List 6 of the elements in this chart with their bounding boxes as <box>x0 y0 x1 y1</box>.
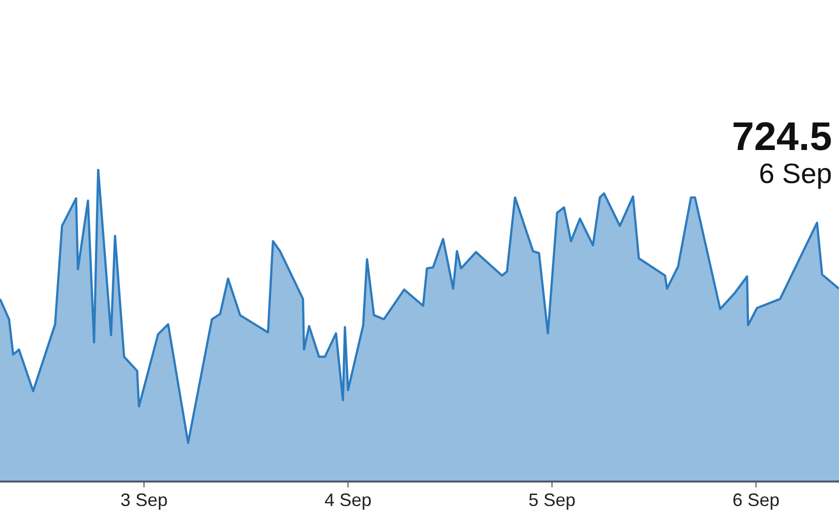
annotation: 6 Sep <box>758 158 832 189</box>
x-tick-label: 6 Sep <box>732 490 780 510</box>
text: 724.5 <box>732 115 832 159</box>
x-tick-label: 4 Sep <box>324 490 372 510</box>
x-tick-label: 3 Sep <box>120 490 168 510</box>
x-tick-label: 5 Sep <box>528 490 576 510</box>
